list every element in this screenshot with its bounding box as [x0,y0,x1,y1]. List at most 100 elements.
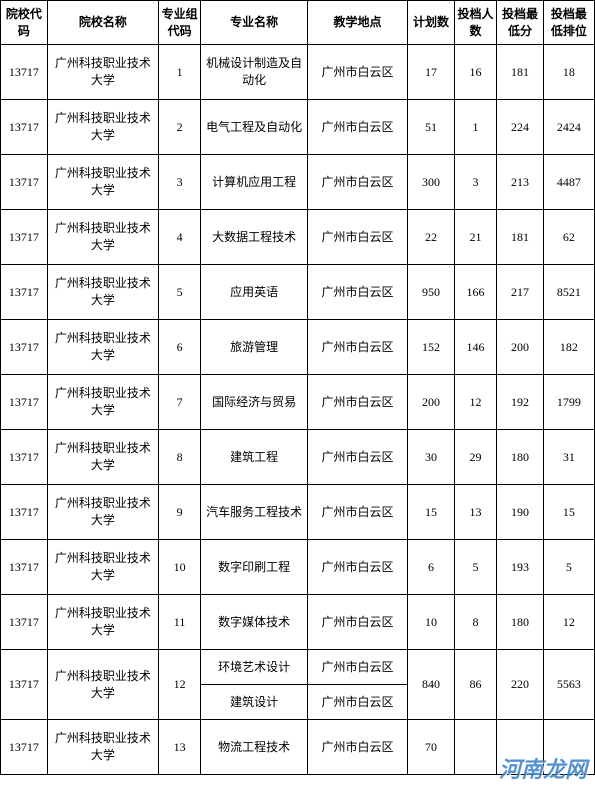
cell-rank: 5563 [543,650,594,720]
cell-location: 广州市白云区 [308,320,408,375]
cell-score: 192 [497,375,544,430]
cell-code: 13717 [1,430,48,485]
cell-rank: 12 [543,595,594,650]
cell-school: 广州科技职业技术大学 [47,100,158,155]
cell-rank: 8521 [543,265,594,320]
cell-plan: 70 [408,720,455,775]
cell-major: 机械设计制造及自动化 [201,45,308,100]
cell-code: 13717 [1,320,48,375]
cell-plan: 152 [408,320,455,375]
cell-rank: 182 [543,320,594,375]
cell-major: 数字媒体技术 [201,595,308,650]
cell-admit: 166 [454,265,496,320]
table-row: 13717广州科技职业技术大学4大数据工程技术广州市白云区222118162 [1,210,595,265]
cell-major: 环境艺术设计 [201,650,308,685]
header-group: 专业组代码 [158,1,200,45]
watermark-logo: 河南龙网 [499,752,587,784]
table-row-merged: 13717广州科技职业技术大学12环境艺术设计广州市白云区84086220556… [1,650,595,685]
cell-group: 12 [158,650,200,720]
cell-group: 5 [158,265,200,320]
cell-admit: 8 [454,595,496,650]
cell-rank: 1799 [543,375,594,430]
cell-group: 4 [158,210,200,265]
cell-score: 181 [497,45,544,100]
cell-school: 广州科技职业技术大学 [47,210,158,265]
table-body: 13717广州科技职业技术大学1机械设计制造及自动化广州市白云区17161811… [1,45,595,775]
cell-school: 广州科技职业技术大学 [47,45,158,100]
cell-rank: 62 [543,210,594,265]
table-row: 13717广州科技职业技术大学10数字印刷工程广州市白云区651935 [1,540,595,595]
cell-major: 国际经济与贸易 [201,375,308,430]
cell-code: 13717 [1,540,48,595]
cell-score: 224 [497,100,544,155]
header-school: 院校名称 [47,1,158,45]
table-header: 院校代码 院校名称 专业组代码 专业名称 教学地点 计划数 投档人数 投档最低分… [1,1,595,45]
cell-school: 广州科技职业技术大学 [47,720,158,775]
cell-admit: 3 [454,155,496,210]
cell-plan: 15 [408,485,455,540]
table-row: 13717广州科技职业技术大学8建筑工程广州市白云区302918031 [1,430,595,485]
header-code: 院校代码 [1,1,48,45]
cell-admit: 1 [454,100,496,155]
cell-group: 8 [158,430,200,485]
cell-rank: 31 [543,430,594,485]
cell-location: 广州市白云区 [308,210,408,265]
table-row: 13717广州科技职业技术大学5应用英语广州市白云区9501662178521 [1,265,595,320]
cell-group: 9 [158,485,200,540]
cell-plan: 300 [408,155,455,210]
cell-code: 13717 [1,210,48,265]
cell-major: 大数据工程技术 [201,210,308,265]
table-row: 13717广州科技职业技术大学3计算机应用工程广州市白云区30032134487 [1,155,595,210]
cell-location: 广州市白云区 [308,375,408,430]
cell-major: 建筑设计 [201,685,308,720]
cell-major: 旅游管理 [201,320,308,375]
cell-major: 汽车服务工程技术 [201,485,308,540]
cell-school: 广州科技职业技术大学 [47,155,158,210]
cell-group: 13 [158,720,200,775]
cell-rank: 15 [543,485,594,540]
table-row: 13717广州科技职业技术大学11数字媒体技术广州市白云区10818012 [1,595,595,650]
cell-admit: 86 [454,650,496,720]
cell-score: 190 [497,485,544,540]
table-row: 13717广州科技职业技术大学6旅游管理广州市白云区152146200182 [1,320,595,375]
table-row: 13717广州科技职业技术大学1机械设计制造及自动化广州市白云区17161811… [1,45,595,100]
admissions-table: 院校代码 院校名称 专业组代码 专业名称 教学地点 计划数 投档人数 投档最低分… [0,0,595,775]
cell-rank: 2424 [543,100,594,155]
cell-admit: 12 [454,375,496,430]
cell-code: 13717 [1,265,48,320]
cell-location: 广州市白云区 [308,45,408,100]
cell-code: 13717 [1,100,48,155]
cell-admit [454,720,496,775]
cell-score: 213 [497,155,544,210]
cell-code: 13717 [1,650,48,720]
cell-group: 6 [158,320,200,375]
table-row: 13717广州科技职业技术大学2电气工程及自动化广州市白云区5112242424 [1,100,595,155]
cell-school: 广州科技职业技术大学 [47,485,158,540]
cell-location: 广州市白云区 [308,595,408,650]
cell-major: 数字印刷工程 [201,540,308,595]
cell-school: 广州科技职业技术大学 [47,265,158,320]
cell-rank: 5 [543,540,594,595]
cell-group: 1 [158,45,200,100]
cell-plan: 17 [408,45,455,100]
header-major: 专业名称 [201,1,308,45]
cell-score: 180 [497,595,544,650]
header-rank: 投档最低排位 [543,1,594,45]
cell-group: 2 [158,100,200,155]
cell-school: 广州科技职业技术大学 [47,540,158,595]
cell-location: 广州市白云区 [308,100,408,155]
cell-location: 广州市白云区 [308,155,408,210]
cell-score: 220 [497,650,544,720]
cell-admit: 13 [454,485,496,540]
table-row: 13717广州科技职业技术大学9汽车服务工程技术广州市白云区151319015 [1,485,595,540]
cell-code: 13717 [1,155,48,210]
cell-location: 广州市白云区 [308,685,408,720]
cell-admit: 16 [454,45,496,100]
cell-code: 13717 [1,595,48,650]
cell-score: 217 [497,265,544,320]
header-admit: 投档人数 [454,1,496,45]
cell-code: 13717 [1,485,48,540]
cell-rank: 4487 [543,155,594,210]
cell-major: 建筑工程 [201,430,308,485]
cell-plan: 51 [408,100,455,155]
